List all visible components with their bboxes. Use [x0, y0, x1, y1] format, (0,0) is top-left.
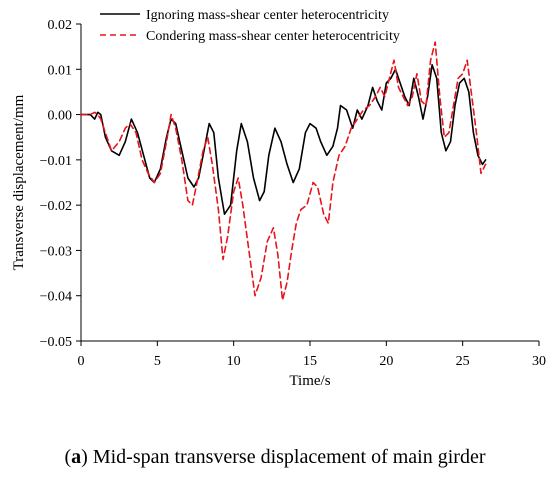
x-tick-label: 20	[379, 354, 393, 369]
y-tick-label: −0.02	[40, 199, 72, 214]
y-tick-label: −0.01	[40, 154, 72, 169]
x-tick-label: 15	[303, 354, 317, 369]
x-tick-label: 0	[78, 354, 85, 369]
series-line-2	[80, 41, 487, 301]
legend: Ignoring mass-shear center heterocentric…	[100, 8, 400, 44]
legend-label-1: Ignoring mass-shear center heterocentric…	[146, 8, 389, 23]
series-line-1	[80, 64, 487, 215]
caption-text: ) Mid-span transverse displacement of ma…	[81, 446, 486, 468]
legend-label-2: Condering mass-shear center heterocentri…	[146, 29, 400, 44]
x-axis-title: Time/s	[289, 373, 330, 389]
y-tick-label: −0.05	[40, 335, 72, 350]
figure-caption: (a) Mid-span transverse displacement of …	[0, 446, 550, 469]
y-tick-label: 0.00	[48, 109, 73, 124]
x-tick-label: 30	[532, 354, 546, 369]
series-layer	[80, 41, 487, 301]
y-axis-title: Transverse displacement/mm	[11, 94, 27, 270]
line-chart: 0.02 0.01 0.00 −0.01 −0.02 −0.03 −0.04 −0.05 0 5 1…	[11, 8, 546, 389]
y-tick-label: −0.03	[40, 244, 72, 259]
y-tick-label: −0.04	[40, 290, 72, 305]
x-tick-label: 10	[227, 354, 241, 369]
x-tick-label: 5	[154, 354, 161, 369]
caption-label: a	[71, 446, 82, 468]
y-tick-label: 0.01	[48, 63, 73, 78]
caption-prefix: (	[64, 446, 72, 468]
x-tick-label: 25	[456, 354, 470, 369]
axes: 0.02 0.01 0.00 −0.01 −0.02 −0.03 −0.04 −0.05 0 5 1…	[11, 18, 546, 389]
y-tick-label: 0.02	[48, 18, 73, 33]
